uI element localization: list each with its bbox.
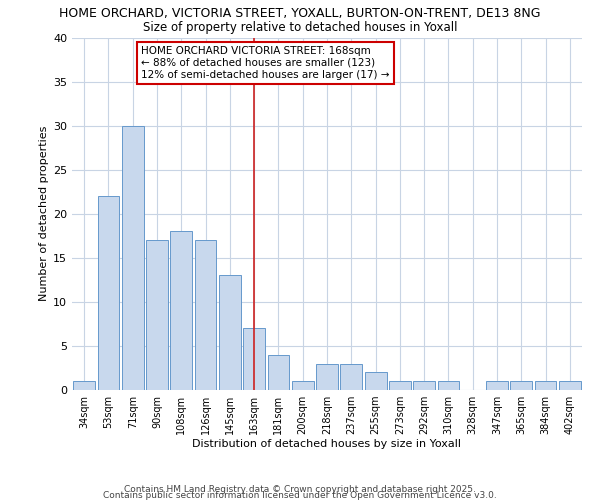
Bar [194, 240, 217, 390]
Bar [559, 381, 581, 390]
Text: Size of property relative to detached houses in Yoxall: Size of property relative to detached ho… [143, 21, 457, 34]
Bar [122, 126, 143, 390]
Bar [243, 328, 265, 390]
Bar [268, 355, 289, 390]
Text: Contains HM Land Registry data © Crown copyright and database right 2025.: Contains HM Land Registry data © Crown c… [124, 485, 476, 494]
Bar [340, 364, 362, 390]
Bar [97, 196, 119, 390]
Bar [389, 381, 411, 390]
Bar [170, 232, 192, 390]
Bar [316, 364, 338, 390]
Bar [535, 381, 556, 390]
Bar [146, 240, 168, 390]
Bar [486, 381, 508, 390]
X-axis label: Distribution of detached houses by size in Yoxall: Distribution of detached houses by size … [193, 438, 461, 448]
Bar [292, 381, 314, 390]
Text: Contains public sector information licensed under the Open Government Licence v3: Contains public sector information licen… [103, 491, 497, 500]
Bar [511, 381, 532, 390]
Bar [73, 381, 95, 390]
Y-axis label: Number of detached properties: Number of detached properties [39, 126, 49, 302]
Bar [219, 276, 241, 390]
Bar [365, 372, 386, 390]
Bar [437, 381, 460, 390]
Bar [413, 381, 435, 390]
Text: HOME ORCHARD VICTORIA STREET: 168sqm
← 88% of detached houses are smaller (123)
: HOME ORCHARD VICTORIA STREET: 168sqm ← 8… [141, 46, 389, 80]
Text: HOME ORCHARD, VICTORIA STREET, YOXALL, BURTON-ON-TRENT, DE13 8NG: HOME ORCHARD, VICTORIA STREET, YOXALL, B… [59, 8, 541, 20]
